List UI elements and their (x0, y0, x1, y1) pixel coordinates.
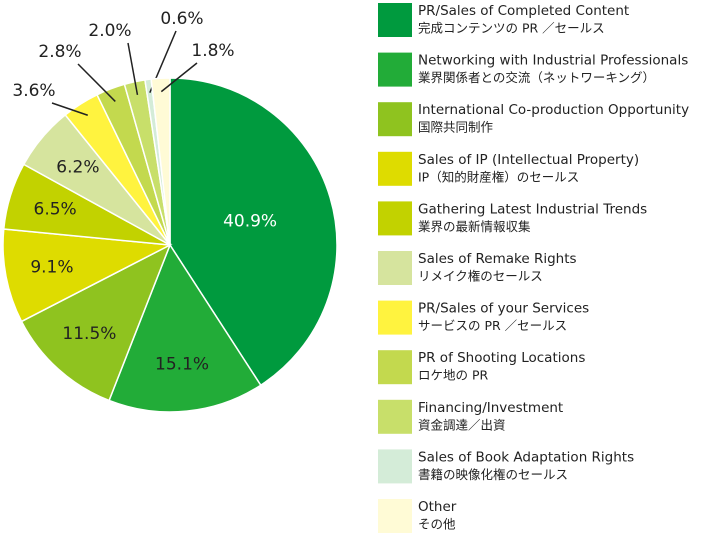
legend-label-ja: 完成コンテンツの PR ／セールス (418, 21, 605, 36)
legend-label: Sales of Remake Rights (418, 251, 577, 267)
legend-swatch (378, 300, 412, 335)
leader-line (77, 63, 116, 102)
pie-slice (150, 77, 171, 246)
data-label: 0.6% (160, 9, 203, 29)
data-label: 6.5% (34, 199, 77, 219)
pie-slice (108, 243, 262, 413)
leader-line (51, 102, 88, 116)
legend-label: Other (418, 499, 457, 515)
legend-label: Sales of Book Adaptation Rights (418, 449, 634, 465)
legend-label-ja: サービスの PR ／セールス (418, 318, 567, 333)
pie-slice (20, 243, 172, 402)
legend-swatch (378, 499, 412, 533)
legend-label: Networking with Industrial Professionals (418, 53, 688, 69)
legend-swatch (378, 3, 412, 37)
legend-label: PR/Sales of Completed Content (418, 3, 629, 19)
legend-swatch (378, 201, 412, 236)
data-label: 2.8% (38, 42, 81, 62)
data-label: 6.2% (56, 158, 99, 178)
legend-label: International Co-production Opportunity (418, 102, 689, 118)
legend-swatch (378, 52, 412, 87)
legend-label: PR/Sales of your Services (418, 301, 589, 317)
legend-label-ja: その他 (418, 517, 456, 532)
data-label: 40.9% (223, 211, 277, 231)
legend-label-ja: 業界の最新情報収集 (418, 219, 531, 234)
data-label: 3.6% (12, 81, 55, 101)
data-label: 11.5% (62, 324, 116, 344)
legend-label-ja: ロケ地の PR (418, 368, 489, 383)
legend-swatch (378, 102, 412, 137)
legend-label: Sales of IP (Intellectual Property) (418, 152, 639, 168)
data-label: 15.1% (155, 355, 209, 375)
legend-label: PR of Shooting Locations (418, 350, 585, 366)
legend-label: Financing/Investment (418, 400, 563, 416)
legend-swatch (378, 251, 412, 285)
data-label: 9.1% (30, 258, 73, 278)
legend-swatch (378, 350, 412, 385)
legend-label-ja: 業界関係者との交流（ネットワーキング） (418, 70, 655, 85)
leader-line (160, 62, 198, 93)
legend-label-ja: 書籍の映像化権のセールス (418, 467, 568, 482)
legend-swatch (378, 449, 412, 484)
data-label: 2.0% (88, 21, 131, 41)
legend-label-ja: 国際共同制作 (418, 120, 494, 135)
leader-line (127, 42, 139, 95)
legend-swatch (378, 151, 412, 186)
pie-slice (2, 228, 173, 323)
legend-label-ja: IP（知的財産権）のセールス (418, 169, 579, 184)
legend-label: Gathering Latest Industrial Trends (418, 201, 647, 217)
legend-swatch (378, 399, 412, 434)
legend-label-ja: リメイク権のセールス (418, 269, 543, 284)
legend-label-ja: 資金調達／出資 (418, 417, 506, 432)
data-label: 1.8% (191, 41, 234, 61)
